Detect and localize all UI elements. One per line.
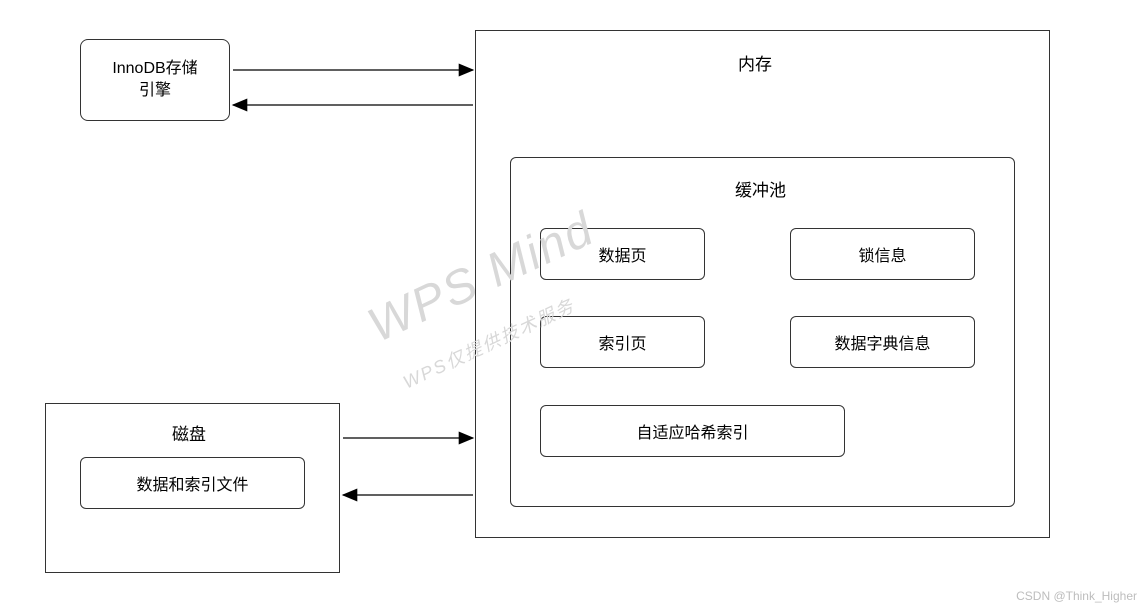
node-lock-info: 锁信息 — [790, 228, 975, 280]
node-innodb: InnoDB存储引擎 — [80, 39, 230, 121]
disk-file-label: 数据和索引文件 — [136, 471, 248, 495]
node-hash-index: 自适应哈希索引 — [540, 405, 845, 457]
memory-title: 内存 — [738, 50, 772, 75]
disk-title: 磁盘 — [172, 420, 206, 445]
node-disk-file: 数据和索引文件 — [80, 457, 305, 509]
node-dict-info: 数据字典信息 — [790, 316, 975, 368]
buffer-title: 缓冲池 — [735, 176, 786, 201]
node-index-page: 索引页 — [540, 316, 705, 368]
node-innodb-label: InnoDB存储引擎 — [112, 58, 197, 103]
credit-text: CSDN @Think_Higher — [1016, 589, 1137, 603]
node-data-page: 数据页 — [540, 228, 705, 280]
